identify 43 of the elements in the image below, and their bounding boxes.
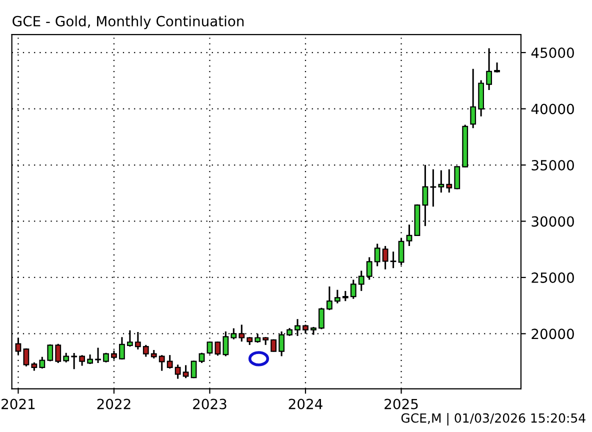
candlestick	[174, 364, 181, 380]
chart-title: GCE - Gold, Monthly Continuation	[12, 16, 244, 30]
candlestick	[342, 290, 348, 302]
candlestick	[270, 338, 277, 352]
candlestick	[87, 354, 93, 365]
candlestick	[390, 250, 396, 269]
candlestick	[158, 354, 165, 372]
x-tick-label: 2023	[193, 398, 226, 410]
candlestick	[494, 62, 500, 74]
candlestick	[334, 289, 340, 304]
candlestick	[71, 352, 78, 370]
y-tick-label: 40000	[531, 104, 574, 114]
x-tick-label: 2021	[2, 398, 35, 410]
candlestick	[446, 168, 452, 194]
y-tick-label: 30000	[532, 216, 574, 227]
candlestick	[382, 245, 388, 270]
candlestick	[182, 364, 189, 379]
candlestick	[326, 286, 332, 311]
x-tick-label: 2025	[384, 398, 418, 410]
candlestick	[374, 242, 380, 267]
candlestick	[23, 348, 30, 368]
candlestick	[190, 360, 197, 379]
candlestick	[63, 352, 70, 364]
candlestick	[79, 354, 86, 367]
candlestick	[198, 352, 205, 364]
x-tick-label: 2022	[97, 398, 130, 410]
candlestick	[166, 354, 173, 370]
candlestick	[406, 224, 412, 247]
candlestick	[350, 278, 356, 300]
y-tick-label: 45000	[531, 48, 574, 58]
candlestick	[438, 170, 444, 194]
text: GCE,M | 01/03/2026 15:20:54	[401, 413, 586, 426]
candlestick	[214, 340, 221, 356]
candlestick	[103, 352, 109, 364]
candlestick	[39, 356, 46, 370]
candlestick	[318, 307, 324, 330]
x-tick-label: 2024	[288, 398, 322, 410]
y-tick-label: 25000	[532, 272, 574, 283]
candlestick	[142, 344, 149, 358]
y-tick-label: 35000	[532, 160, 574, 170]
candlestick	[55, 343, 62, 364]
candlestick	[119, 336, 125, 360]
y-tick-label: 20000	[532, 328, 574, 340]
